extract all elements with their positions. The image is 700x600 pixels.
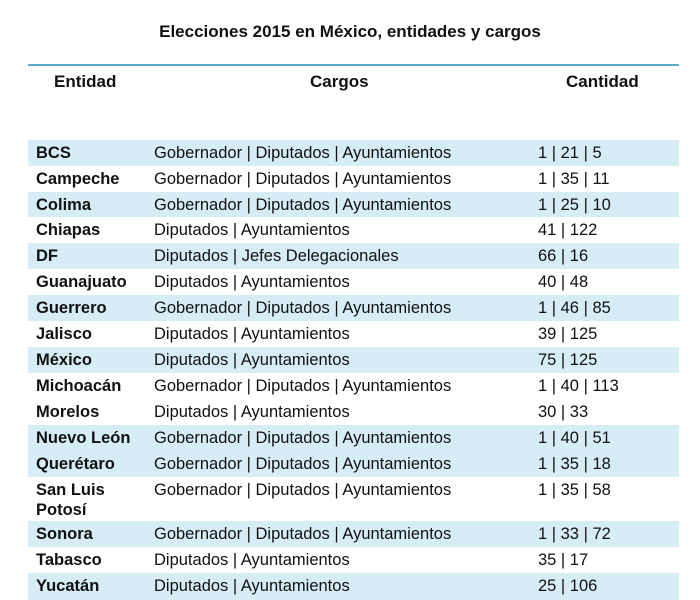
cell-cargos: Gobernador | Diputados | Ayuntamientos [154, 429, 452, 447]
cell-cantidad: 30 | 33 [538, 403, 589, 421]
cell-entidad: Colima [36, 196, 92, 214]
table-row: Tabasco Diputados | Ayuntamientos 35 | 17 [28, 547, 679, 573]
cell-cargos: Gobernador | Diputados | Ayuntamientos [154, 481, 452, 499]
cell-entidad: Guanajuato [36, 273, 127, 291]
cell-entidad: Tabasco [36, 551, 102, 569]
cell-entidad: Yucatán [36, 577, 100, 595]
cell-cargos: Diputados | Ayuntamientos [154, 351, 350, 369]
cell-cargos: Gobernador | Diputados | Ayuntamientos [154, 377, 452, 395]
cell-entidad: Nuevo León [36, 429, 131, 447]
header-cargos: Cargos [310, 72, 369, 91]
table-header: Entidad Cargos Cantidad [28, 64, 679, 142]
cell-cargos: Gobernador | Diputados | Ayuntamientos [154, 455, 452, 473]
cell-entidad: BCS [36, 144, 71, 162]
table-row: DF Diputados | Jefes Delegacionales 66 | 1… [28, 243, 679, 269]
cell-cargos: Diputados | Ayuntamientos [154, 273, 350, 291]
table-row: México Diputados | Ayuntamientos 75 | 125 [28, 347, 679, 373]
table-row: Sonora Gobernador | Diputados | Ayuntamie… [28, 521, 679, 547]
cell-cantidad: 75 | 125 [538, 351, 598, 369]
cell-cantidad: 1 | 46 | 85 [538, 299, 611, 317]
cell-cantidad: 66 | 16 [538, 247, 589, 265]
cell-entidad: Sonora [36, 525, 93, 543]
table-row: San Luis Potosí Gobernador | Diputados | … [28, 477, 679, 521]
cell-cantidad: 1 | 25 | 10 [538, 196, 611, 214]
table-row: Guanajuato Diputados | Ayuntamientos 40 | … [28, 269, 679, 295]
cell-cantidad: 1 | 40 | 51 [538, 429, 611, 447]
table-row: Querétaro Gobernador | Diputados | Ayunta… [28, 451, 679, 477]
cell-entidad: Campeche [36, 170, 120, 188]
cell-cargos: Diputados | Ayuntamientos [154, 221, 350, 239]
table-row: Yucatán Diputados | Ayuntamientos 25 | 106 [28, 573, 679, 600]
table-row: Guerrero Gobernador | Diputados | Ayuntam… [28, 295, 679, 321]
cell-cantidad: 25 | 106 [538, 577, 598, 595]
cell-entidad: Guerrero [36, 299, 107, 317]
cell-cantidad: 1 | 21 | 5 [538, 144, 602, 162]
cell-entidad: Jalisco [36, 325, 92, 343]
cell-cargos: Gobernador | Diputados | Ayuntamientos [154, 170, 452, 188]
table-body: BCS Gobernador | Diputados | Ayuntamiento… [28, 140, 679, 600]
cell-entidad: San Luis Potosí [36, 481, 105, 519]
cell-cantidad: 41 | 122 [538, 221, 598, 239]
cell-cargos: Diputados | Ayuntamientos [154, 403, 350, 421]
cell-cargos: Gobernador | Diputados | Ayuntamientos [154, 299, 452, 317]
cell-cargos: Diputados | Jefes Delegacionales [154, 247, 399, 265]
table-row: Michoacán Gobernador | Diputados | Ayunta… [28, 373, 679, 399]
table-row: Colima Gobernador | Diputados | Ayuntamie… [28, 192, 679, 217]
table-row: Nuevo León Gobernador | Diputados | Ayunt… [28, 425, 679, 451]
cell-cargos: Gobernador | Diputados | Ayuntamientos [154, 144, 452, 162]
cell-entidad: Morelos [36, 403, 100, 421]
cell-cargos: Diputados | Ayuntamientos [154, 325, 350, 343]
cell-entidad: Querétaro [36, 455, 115, 473]
header-entidad: Entidad [54, 72, 117, 91]
cell-cargos: Gobernador | Diputados | Ayuntamientos [154, 196, 452, 214]
cell-cantidad: 35 | 17 [538, 551, 589, 569]
table-row: Chiapas Diputados | Ayuntamientos 41 | 122 [28, 217, 679, 243]
cell-cargos: Diputados | Ayuntamientos [154, 551, 350, 569]
cell-entidad: Michoacán [36, 377, 122, 395]
table-row: BCS Gobernador | Diputados | Ayuntamiento… [28, 140, 679, 166]
cell-cantidad: 39 | 125 [538, 325, 598, 343]
cell-cantidad: 1 | 35 | 18 [538, 455, 611, 473]
table-row: Campeche Gobernador | Diputados | Ayuntam… [28, 166, 679, 192]
cell-cantidad: 1 | 35 | 11 [538, 170, 610, 188]
cell-cantidad: 40 | 48 [538, 273, 589, 291]
table-row: Morelos Diputados | Ayuntamientos 30 | 33 [28, 399, 679, 425]
cell-cantidad: 1 | 33 | 72 [538, 525, 611, 543]
cell-cantidad: 1 | 40 | 113 [538, 377, 619, 395]
cell-entidad: DF [36, 247, 58, 265]
table-row: Jalisco Diputados | Ayuntamientos 39 | 125 [28, 321, 679, 347]
header-cantidad: Cantidad [566, 72, 639, 91]
table-title: Elecciones 2015 en México, entidades y c… [159, 22, 541, 41]
cell-cargos: Gobernador | Diputados | Ayuntamientos [154, 525, 452, 543]
cell-entidad: México [36, 351, 92, 369]
cell-entidad: Chiapas [36, 221, 101, 239]
cell-cargos: Diputados | Ayuntamientos [154, 577, 350, 595]
cell-cantidad: 1 | 35 | 58 [538, 481, 611, 499]
